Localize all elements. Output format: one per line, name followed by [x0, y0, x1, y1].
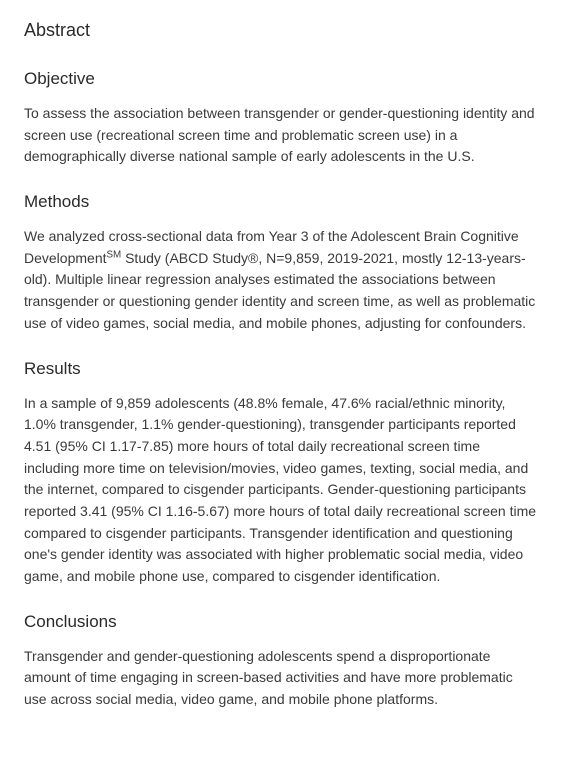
methods-text: We analyzed cross-sectional data from Ye… — [24, 226, 538, 334]
objective-text: To assess the association between transg… — [24, 103, 538, 168]
results-text: In a sample of 9,859 adolescents (48.8% … — [24, 393, 538, 588]
conclusions-text: Transgender and gender-questioning adole… — [24, 646, 538, 711]
section-results: Results In a sample of 9,859 adolescents… — [24, 359, 538, 588]
section-objective: Objective To assess the association betw… — [24, 69, 538, 168]
abstract-title: Abstract — [24, 20, 538, 41]
results-heading: Results — [24, 359, 538, 379]
objective-heading: Objective — [24, 69, 538, 89]
section-conclusions: Conclusions Transgender and gender-quest… — [24, 612, 538, 711]
methods-heading: Methods — [24, 192, 538, 212]
section-methods: Methods We analyzed cross-sectional data… — [24, 192, 538, 334]
conclusions-heading: Conclusions — [24, 612, 538, 632]
methods-sup: SM — [107, 249, 122, 260]
